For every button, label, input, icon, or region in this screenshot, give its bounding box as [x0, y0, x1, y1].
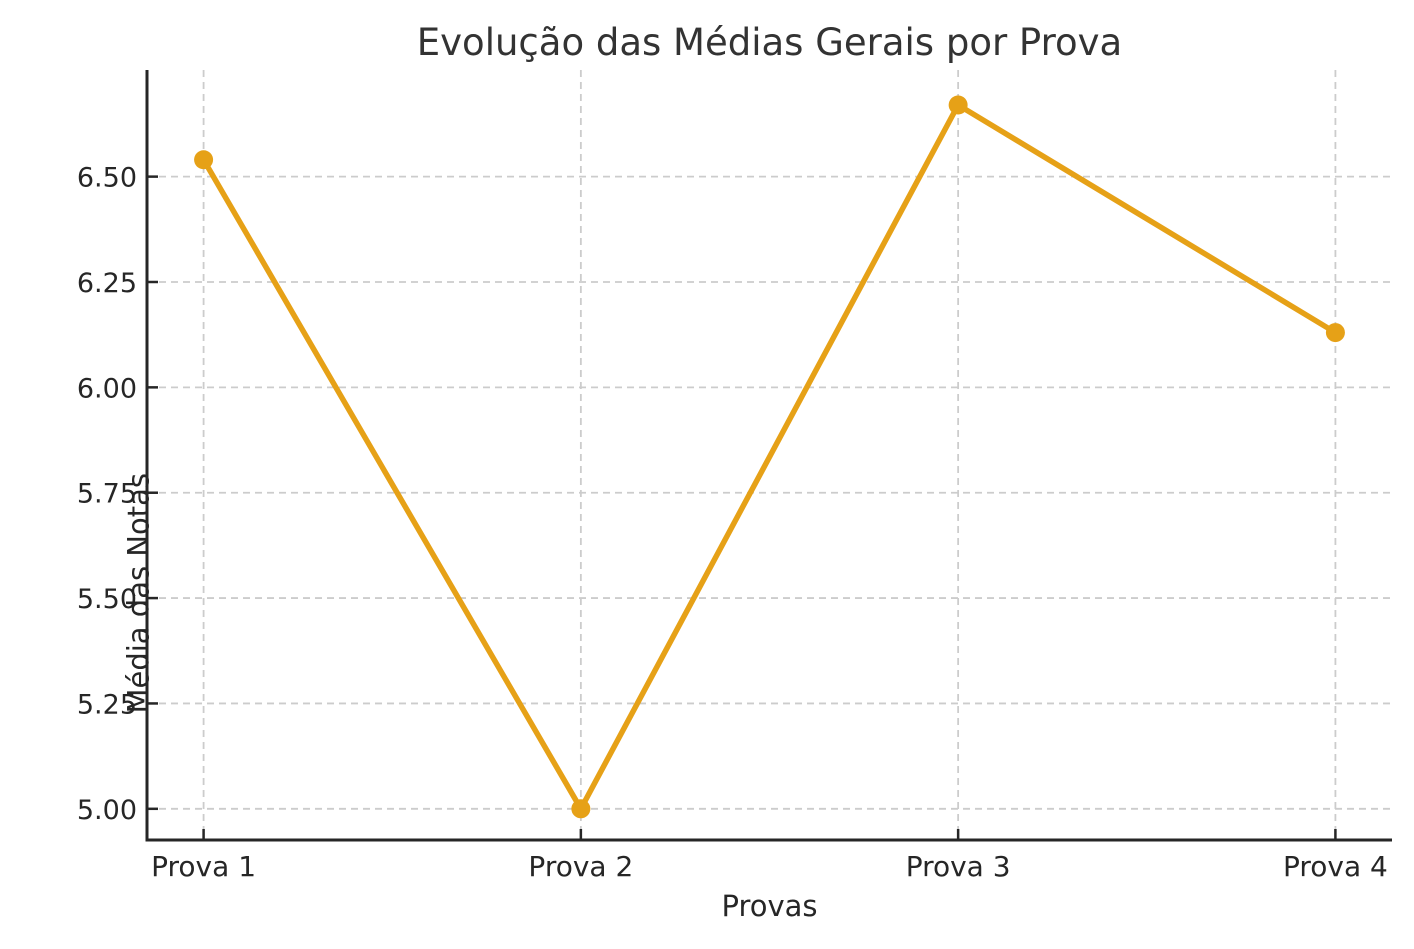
y-tick-label: 5.00	[77, 795, 137, 826]
y-tick-label: 6.50	[77, 163, 137, 194]
tick-labels: Prova 1 Prova 2 Prova 3 Prova 4 5.00 5.25 5.50…	[77, 163, 1388, 883]
y-axis-label: Média das Notas	[121, 473, 156, 714]
y-tick-label: 5.75	[77, 479, 137, 510]
data-point	[194, 150, 214, 170]
y-tick-label: 5.50	[77, 584, 137, 615]
data-line	[200, 102, 1339, 812]
y-tick-label: 6.00	[77, 373, 137, 404]
x-axis-label: Provas	[721, 889, 818, 923]
tick-marks	[147, 175, 1337, 840]
x-tick-label: Prova 2	[528, 850, 633, 883]
x-tick-label: Prova 3	[906, 850, 1011, 883]
axes-spines	[145, 70, 1392, 842]
gridlines	[147, 70, 1392, 840]
data-series	[194, 95, 1345, 819]
x-tick-label: Prova 1	[151, 850, 256, 883]
data-point	[948, 95, 968, 115]
x-tick-label: Prova 4	[1283, 850, 1388, 883]
chart-title: Evolução das Médias Gerais por Prova	[416, 21, 1123, 64]
data-point	[1325, 323, 1345, 343]
y-tick-label: 5.25	[77, 689, 137, 720]
data-point	[571, 799, 591, 819]
y-tick-label: 6.25	[77, 268, 137, 299]
